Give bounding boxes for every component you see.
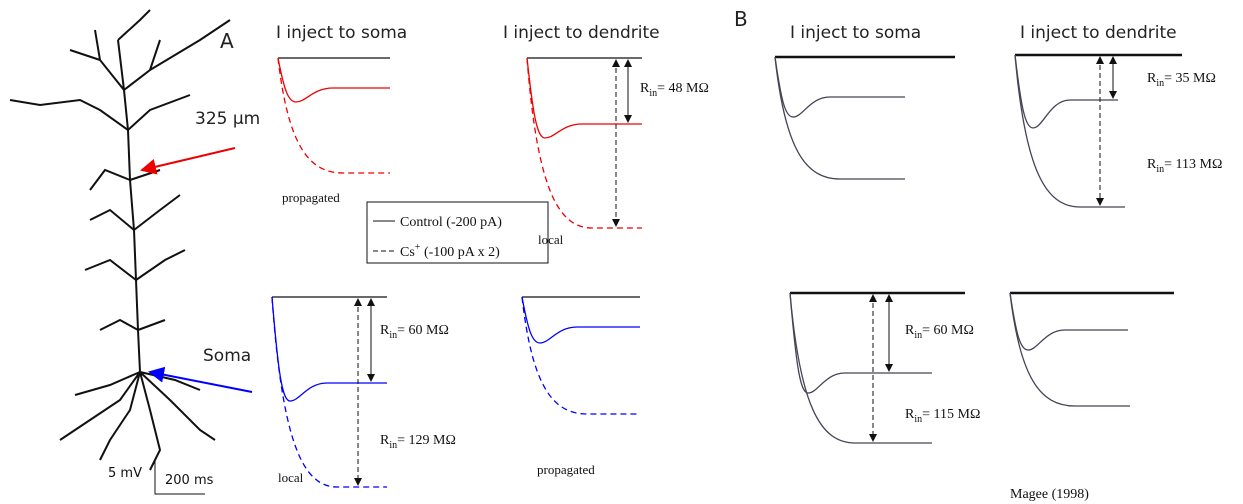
dendrite-pointer xyxy=(140,147,236,175)
trace-cs xyxy=(789,292,932,444)
r-value: = 60 MΩ xyxy=(397,323,449,338)
scale-bar xyxy=(154,460,205,495)
resistance-label: Rin= 35 MΩ xyxy=(1147,71,1216,89)
r-value: = 115 MΩ xyxy=(922,407,980,422)
r-value: = 129 MΩ xyxy=(397,433,456,448)
r-symbol: R xyxy=(1147,157,1157,172)
r-subscript: in xyxy=(914,330,922,341)
r-subscript: in xyxy=(914,414,922,425)
scale-label: 200 ms xyxy=(165,473,214,488)
resistance-label: Rin= 60 MΩ xyxy=(380,323,449,341)
neuron-drawing xyxy=(9,9,231,471)
r-value: = 113 MΩ xyxy=(1164,157,1222,172)
r-value: = 60 MΩ xyxy=(922,323,974,338)
r-subscript: in xyxy=(1156,78,1164,89)
r-symbol: R xyxy=(380,433,390,448)
scale-label: 5 mV xyxy=(108,466,142,481)
column-title: I inject to dendrite xyxy=(1020,23,1177,43)
trace-control xyxy=(526,57,642,139)
trace-cs xyxy=(277,57,390,174)
r-symbol: R xyxy=(1147,71,1157,86)
legend-entry: Cs+ (-100 pA x 2) xyxy=(400,242,500,260)
column-title: I inject to dendrite xyxy=(503,23,660,43)
r-value: = 48 MΩ xyxy=(657,81,709,96)
r-symbol: R xyxy=(905,407,915,422)
trace-label: propagated xyxy=(282,190,340,205)
trace-control xyxy=(521,296,640,344)
site-label: 325 µm xyxy=(195,109,260,129)
r-subscript: in xyxy=(389,330,397,341)
citation: Magee (1998) xyxy=(1010,487,1089,502)
column-title: I inject to soma xyxy=(276,23,407,43)
legend-entry: Control (-200 pA) xyxy=(400,215,502,230)
trace-cs xyxy=(1014,54,1125,208)
r-symbol: R xyxy=(640,81,650,96)
site-label: Soma xyxy=(203,346,251,366)
trace-cs xyxy=(774,56,905,180)
trace-cs xyxy=(271,296,387,488)
trace-label: local xyxy=(278,470,304,485)
column-title: I inject to soma xyxy=(790,23,921,43)
panel-label: B xyxy=(734,7,748,31)
r-symbol: R xyxy=(380,323,390,338)
r-subscript: in xyxy=(389,440,397,451)
resistance-label: Rin= 48 MΩ xyxy=(640,81,709,99)
r-value: = 35 MΩ xyxy=(1164,71,1216,86)
r-subscript: in xyxy=(649,88,657,99)
trace-cs xyxy=(1009,292,1130,407)
trace-control xyxy=(789,292,932,394)
trace-control xyxy=(774,56,905,118)
resistance-label: Rin= 113 MΩ xyxy=(1147,157,1222,175)
trace-control xyxy=(271,296,387,402)
r-subscript: in xyxy=(1156,164,1164,175)
soma-pointer xyxy=(148,366,253,393)
resistance-label: Rin= 60 MΩ xyxy=(905,323,974,341)
legend-text: (-100 pA x 2) xyxy=(420,245,500,260)
trace-control xyxy=(277,57,390,103)
resistance-label: Rin= 115 MΩ xyxy=(905,407,980,425)
trace-cs xyxy=(526,57,642,229)
trace-control xyxy=(1009,292,1128,351)
r-symbol: R xyxy=(905,323,915,338)
resistance-label: Rin= 129 MΩ xyxy=(380,433,456,451)
legend-box xyxy=(366,201,549,264)
legend-superscript: + xyxy=(415,242,421,253)
trace-label: local xyxy=(538,232,564,247)
trace-label: propagated xyxy=(537,462,595,477)
panel-label: A xyxy=(220,29,234,53)
trace-cs xyxy=(521,296,640,415)
trace-control xyxy=(1014,54,1118,129)
legend-symbol: Cs xyxy=(400,245,415,260)
